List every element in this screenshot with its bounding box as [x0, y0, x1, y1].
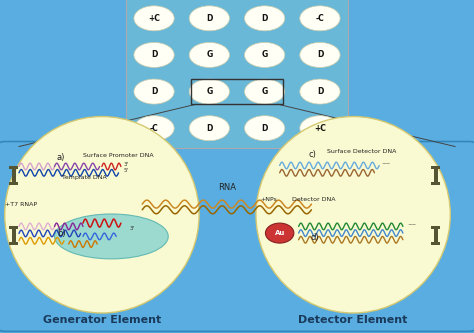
- Text: ~~: ~~: [382, 161, 391, 166]
- Ellipse shape: [134, 79, 174, 104]
- Ellipse shape: [189, 79, 229, 104]
- Ellipse shape: [189, 42, 229, 67]
- Text: D: D: [317, 50, 323, 60]
- Ellipse shape: [245, 42, 285, 67]
- Ellipse shape: [245, 6, 285, 31]
- Ellipse shape: [300, 116, 340, 141]
- Text: 3': 3': [129, 226, 135, 231]
- Circle shape: [265, 223, 294, 243]
- Text: a): a): [57, 153, 65, 162]
- Text: 3': 3': [123, 162, 128, 166]
- Text: -C: -C: [150, 124, 158, 133]
- Ellipse shape: [134, 116, 174, 141]
- Text: D: D: [262, 124, 268, 133]
- Bar: [431, 166, 440, 169]
- Ellipse shape: [189, 116, 229, 141]
- Ellipse shape: [134, 42, 174, 67]
- Text: G: G: [262, 87, 268, 96]
- Text: Detector Element: Detector Element: [299, 315, 408, 325]
- Text: Surface Promoter DNA: Surface Promoter DNA: [83, 153, 154, 158]
- FancyBboxPatch shape: [0, 142, 474, 331]
- Ellipse shape: [300, 42, 340, 67]
- Ellipse shape: [245, 79, 285, 104]
- Ellipse shape: [256, 117, 450, 313]
- Text: D: D: [151, 50, 157, 60]
- Text: +NPs: +NPs: [261, 197, 277, 202]
- Text: G: G: [262, 50, 268, 60]
- Text: D: D: [151, 87, 157, 96]
- Text: d): d): [310, 233, 319, 242]
- Text: Surface Detector DNA: Surface Detector DNA: [327, 149, 396, 154]
- Bar: [434, 226, 438, 245]
- Text: D: D: [262, 14, 268, 23]
- Text: +C: +C: [148, 14, 160, 23]
- Text: RNA: RNA: [218, 183, 236, 192]
- Text: G: G: [206, 50, 212, 60]
- Bar: [191, 79, 283, 104]
- Ellipse shape: [189, 6, 229, 31]
- Ellipse shape: [134, 6, 174, 31]
- Ellipse shape: [300, 6, 340, 31]
- Bar: [431, 182, 440, 185]
- Text: c): c): [308, 150, 316, 159]
- Text: ~~: ~~: [408, 222, 417, 227]
- Bar: [12, 166, 16, 185]
- Ellipse shape: [55, 214, 168, 259]
- Text: Generator Element: Generator Element: [43, 315, 161, 325]
- Bar: [431, 226, 440, 229]
- Bar: [9, 242, 18, 245]
- Bar: [431, 242, 440, 245]
- Ellipse shape: [300, 79, 340, 104]
- Bar: [12, 226, 16, 245]
- Text: Detector DNA: Detector DNA: [292, 197, 335, 202]
- Bar: [9, 226, 18, 229]
- Bar: [9, 166, 18, 169]
- Text: Template DNA: Template DNA: [62, 175, 106, 180]
- Text: D: D: [317, 87, 323, 96]
- FancyBboxPatch shape: [126, 0, 348, 148]
- Text: 5': 5': [123, 168, 128, 173]
- Text: Au: Au: [274, 230, 285, 236]
- Text: G: G: [206, 87, 212, 96]
- Ellipse shape: [245, 116, 285, 141]
- Text: -C: -C: [316, 14, 324, 23]
- Text: D: D: [206, 14, 212, 23]
- Bar: [9, 182, 18, 185]
- Bar: [434, 166, 438, 185]
- Text: +T7 RNAP: +T7 RNAP: [5, 202, 37, 207]
- Text: b): b): [57, 229, 65, 238]
- Ellipse shape: [5, 117, 199, 313]
- Text: D: D: [206, 124, 212, 133]
- Text: +C: +C: [314, 124, 326, 133]
